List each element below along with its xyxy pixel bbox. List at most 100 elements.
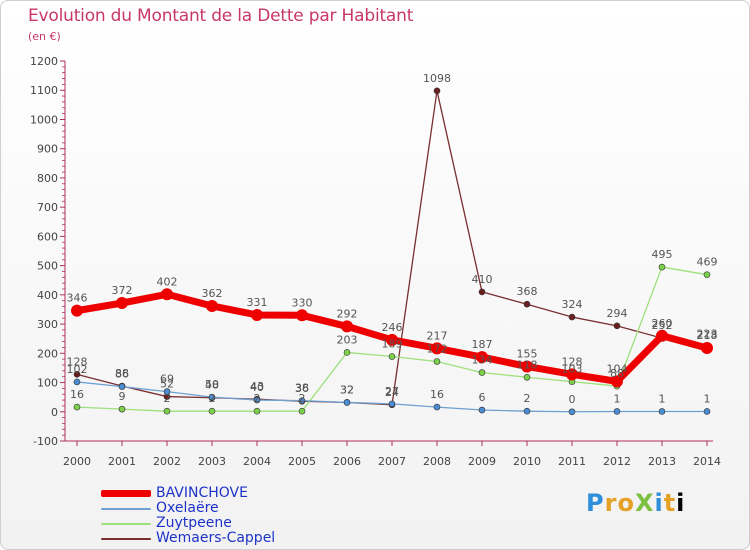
data-point [298, 407, 306, 415]
data-label: 217 [427, 329, 448, 342]
data-point [433, 358, 441, 365]
data-label: 52 [160, 378, 174, 391]
data-point [521, 360, 533, 373]
data-point [298, 397, 306, 404]
legend-swatch-oxelaere [101, 508, 151, 510]
data-point [253, 396, 261, 404]
data-label: 469 [697, 256, 718, 269]
data-label: 172 [427, 342, 448, 355]
data-point [343, 349, 351, 356]
data-label: 410 [472, 273, 493, 286]
logo-letter: i [676, 489, 686, 517]
data-point [118, 383, 126, 390]
chart-title: Evolution du Montant de la Dette par Hab… [28, 6, 414, 26]
x-tick-label: 2009 [468, 455, 496, 468]
x-tick-label: 2012 [603, 455, 631, 468]
y-tick-label: 1100 [30, 84, 58, 97]
data-label: 32 [340, 383, 354, 396]
data-label: 1098 [423, 72, 451, 85]
data-label: 260 [652, 317, 673, 330]
data-label: 218 [697, 329, 718, 342]
data-point [296, 309, 308, 322]
data-point [478, 369, 486, 376]
data-point [116, 297, 128, 310]
data-label: 16 [70, 388, 84, 401]
data-label: 88 [115, 367, 129, 380]
data-label: 118 [517, 358, 538, 371]
data-label: 6 [479, 391, 486, 404]
data-label: 9 [119, 390, 126, 403]
data-label: 346 [67, 292, 88, 305]
x-tick-label: 2003 [198, 455, 226, 468]
data-point [568, 313, 576, 321]
data-label: 48 [205, 379, 219, 392]
y-tick-label: 1000 [30, 113, 58, 126]
data-label: 189 [382, 338, 403, 351]
logo-letter: t [663, 489, 677, 517]
data-label: 324 [562, 298, 583, 311]
data-label: 134 [472, 354, 493, 367]
x-tick-label: 2004 [243, 455, 271, 468]
data-point [206, 299, 218, 312]
data-point [388, 353, 396, 360]
logo-letter: r [604, 489, 618, 517]
y-tick-label: 1200 [30, 55, 58, 68]
x-tick-label: 2013 [648, 455, 676, 468]
data-point [523, 407, 531, 415]
y-tick-label: 900 [37, 143, 58, 156]
data-label: 294 [607, 307, 628, 320]
data-label: 40 [250, 381, 264, 394]
data-label: 362 [202, 287, 223, 300]
data-point [476, 351, 488, 364]
y-tick-label: 100 [37, 377, 58, 390]
data-point [703, 408, 711, 415]
data-label: 2 [164, 392, 171, 405]
data-label: 102 [67, 363, 88, 376]
data-point [341, 320, 353, 333]
y-tick-label: 400 [37, 289, 58, 302]
x-tick-label: 2002 [153, 455, 181, 468]
x-tick-label: 2001 [108, 455, 136, 468]
data-label: 495 [652, 248, 673, 261]
x-tick-label: 2000 [63, 455, 91, 468]
data-label: 32 [340, 383, 354, 396]
data-label: 372 [112, 284, 133, 297]
data-label: 86 [115, 368, 129, 381]
data-point [118, 405, 126, 413]
data-point [701, 342, 713, 355]
data-label: 36 [295, 382, 309, 395]
data-point [388, 400, 396, 408]
y-tick-label: 600 [37, 230, 58, 243]
data-point [343, 399, 351, 406]
data-point [251, 309, 263, 322]
x-tick-label: 2006 [333, 455, 361, 468]
data-point [478, 406, 486, 414]
legend-label-oxelaere: Oxelaëre [156, 500, 219, 516]
data-point [523, 373, 531, 381]
data-point [73, 403, 81, 411]
y-tick-label: 500 [37, 260, 58, 273]
legend-label-wemaers-cappel: Wemaers-Cappel [156, 530, 276, 546]
data-label: 2 [209, 392, 216, 405]
y-tick-label: 0 [51, 406, 58, 419]
data-label: 1 [614, 392, 621, 405]
data-point [253, 407, 261, 415]
legend-label-zuytpeene: Zuytpeene [156, 515, 232, 531]
data-point [566, 368, 578, 381]
data-label: 103 [562, 363, 583, 376]
y-tick-label: 300 [37, 318, 58, 331]
data-point [73, 378, 81, 386]
data-label: 2 [524, 392, 531, 405]
data-point [611, 375, 623, 388]
data-label: 24 [385, 386, 399, 399]
data-label: 368 [517, 285, 538, 298]
data-point [433, 403, 441, 411]
data-label: 203 [337, 333, 358, 346]
data-point [658, 263, 666, 271]
data-point [163, 388, 171, 395]
data-label: 2 [299, 392, 306, 405]
data-label: 43 [250, 380, 264, 393]
data-label: 223 [697, 328, 718, 341]
data-point [71, 304, 83, 317]
